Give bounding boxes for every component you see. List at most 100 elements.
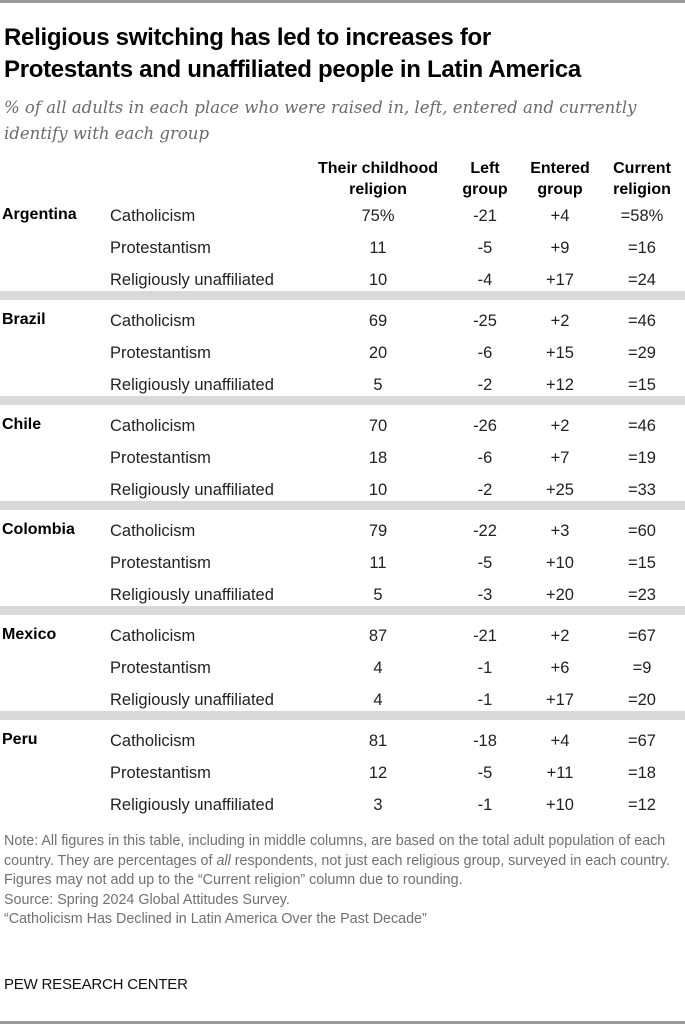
left-value: -22 (473, 522, 497, 540)
section-separator (0, 501, 685, 510)
left-value: -5 (477, 554, 493, 572)
religion-label: Protestantism (110, 764, 211, 782)
childhood-value: 5 (373, 376, 383, 394)
table-row: Religiously unaffiliated 4 -1 +17 =20 (0, 689, 685, 721)
left-value: -26 (473, 417, 497, 435)
childhood-value: 5 (373, 586, 383, 604)
country-label: Chile (2, 416, 42, 433)
religion-label: Religiously unaffiliated (110, 271, 274, 289)
column-header-entered: Entered group (520, 158, 600, 200)
childhood-value: 11 (369, 554, 387, 572)
religion-label: Catholicism (110, 732, 196, 750)
entered-value: +25 (546, 481, 574, 499)
childhood-value: 18 (368, 449, 388, 467)
entered-value: +10 (546, 554, 574, 572)
entered-value: +9 (550, 239, 570, 257)
religion-label: Religiously unaffiliated (110, 796, 274, 814)
religion-label: Protestantism (110, 554, 211, 572)
table-row: Protestantism 4 -1 +6 =9 (0, 657, 685, 689)
religion-label: Catholicism (110, 207, 196, 225)
entered-value: +11 (546, 764, 574, 782)
entered-value: +6 (550, 659, 570, 677)
table-row: Protestantism 11 -5 +9 =16 (0, 237, 685, 269)
childhood-value: 10 (368, 271, 388, 289)
entered-value: +2 (550, 312, 570, 330)
section-separator (0, 711, 685, 720)
country-label: Mexico (2, 626, 57, 643)
religion-label: Catholicism (110, 417, 196, 435)
country-label: Colombia (2, 521, 75, 538)
religion-label: Protestantism (110, 344, 211, 362)
table-row: Protestantism 18 -6 +7 =19 (0, 447, 685, 479)
table-row: Religiously unaffiliated 3 -1 +10 =12 (0, 794, 685, 826)
section-separator (0, 606, 685, 615)
childhood-value: 81 (368, 732, 388, 750)
table-row: Protestantism 11 -5 +10 =15 (0, 552, 685, 584)
column-header-current-line2: religion (613, 181, 671, 198)
religion-label: Religiously unaffiliated (110, 586, 274, 604)
top-rule (0, 0, 685, 3)
entered-value: +20 (546, 586, 574, 604)
current-value: =19 (628, 449, 656, 467)
religion-label: Catholicism (110, 627, 196, 645)
entered-value: +3 (550, 522, 570, 540)
title-line-2: Protestants and unaffiliated people in L… (4, 56, 581, 83)
entered-value: +15 (546, 344, 574, 362)
left-value: -21 (473, 207, 497, 225)
title-line-1: Religious switching has led to increases… (4, 24, 491, 51)
current-value: =15 (628, 376, 656, 394)
section-separator (0, 291, 685, 300)
religion-label: Catholicism (110, 522, 196, 540)
entered-value: +2 (550, 417, 570, 435)
column-header-current-line1: Current (613, 160, 671, 177)
note-part-2: respondents, not just each religious gro… (4, 852, 671, 889)
entered-value: +2 (550, 627, 570, 645)
country-label: Argentina (2, 206, 77, 223)
table-row: Catholicism 70 -26 +2 =46 (0, 415, 685, 447)
left-value: -3 (477, 586, 493, 604)
column-header-childhood-line2: religion (349, 181, 407, 198)
religion-label: Religiously unaffiliated (110, 376, 274, 394)
section-separator (0, 396, 685, 405)
current-value: =15 (628, 554, 656, 572)
note-part-1: Note: All figures in this table, includi… (4, 833, 666, 869)
pew-brand: PEW RESEARCH CENTER (4, 976, 188, 993)
entered-value: +10 (546, 796, 574, 814)
childhood-value: 3 (373, 796, 383, 814)
current-value: =67 (628, 627, 656, 645)
column-header-childhood-line1: Their childhood (318, 160, 438, 177)
childhood-value: 79 (368, 522, 388, 540)
left-value: -21 (473, 627, 497, 645)
left-value: -1 (477, 691, 493, 709)
column-header-entered-line1: Entered (530, 160, 590, 177)
table-row: Protestantism 20 -6 +15 =29 (0, 342, 685, 374)
childhood-value: 69 (368, 312, 388, 330)
chart-subtitle: % of all adults in each place who were r… (4, 95, 684, 147)
table-row: Religiously unaffiliated 10 -4 +17 =24 (0, 269, 685, 301)
current-value: =33 (628, 481, 656, 499)
table-row: Catholicism 69 -25 +2 =46 (0, 310, 685, 342)
religion-label: Protestantism (110, 239, 211, 257)
table-row: Catholicism 79 -22 +3 =60 (0, 520, 685, 552)
childhood-value: 4 (373, 659, 383, 677)
country-label: Brazil (2, 311, 46, 328)
table-row: Catholicism 75% -21 +4 =58% (0, 205, 685, 237)
left-value: -6 (477, 449, 493, 467)
note-emphasis: all (216, 852, 231, 869)
current-value: =16 (628, 239, 656, 257)
column-header-left: Left group (455, 158, 515, 200)
left-value: -1 (477, 796, 493, 814)
current-value: =12 (628, 796, 656, 814)
childhood-value: 75% (361, 207, 395, 225)
current-value: =24 (628, 271, 656, 289)
entered-value: +4 (550, 207, 570, 225)
current-value: =60 (628, 522, 656, 540)
source-text: Source: Spring 2024 Global Attitudes Sur… (4, 891, 290, 908)
column-header-left-line1: Left (470, 160, 500, 177)
current-value: =46 (628, 417, 656, 435)
left-value: -25 (473, 312, 497, 330)
current-value: =29 (628, 344, 656, 362)
note-text: Note: All figures in this table, includi… (4, 832, 684, 891)
country-label: Peru (2, 731, 38, 748)
chart-title: Religious switching has led to increases… (4, 22, 684, 86)
